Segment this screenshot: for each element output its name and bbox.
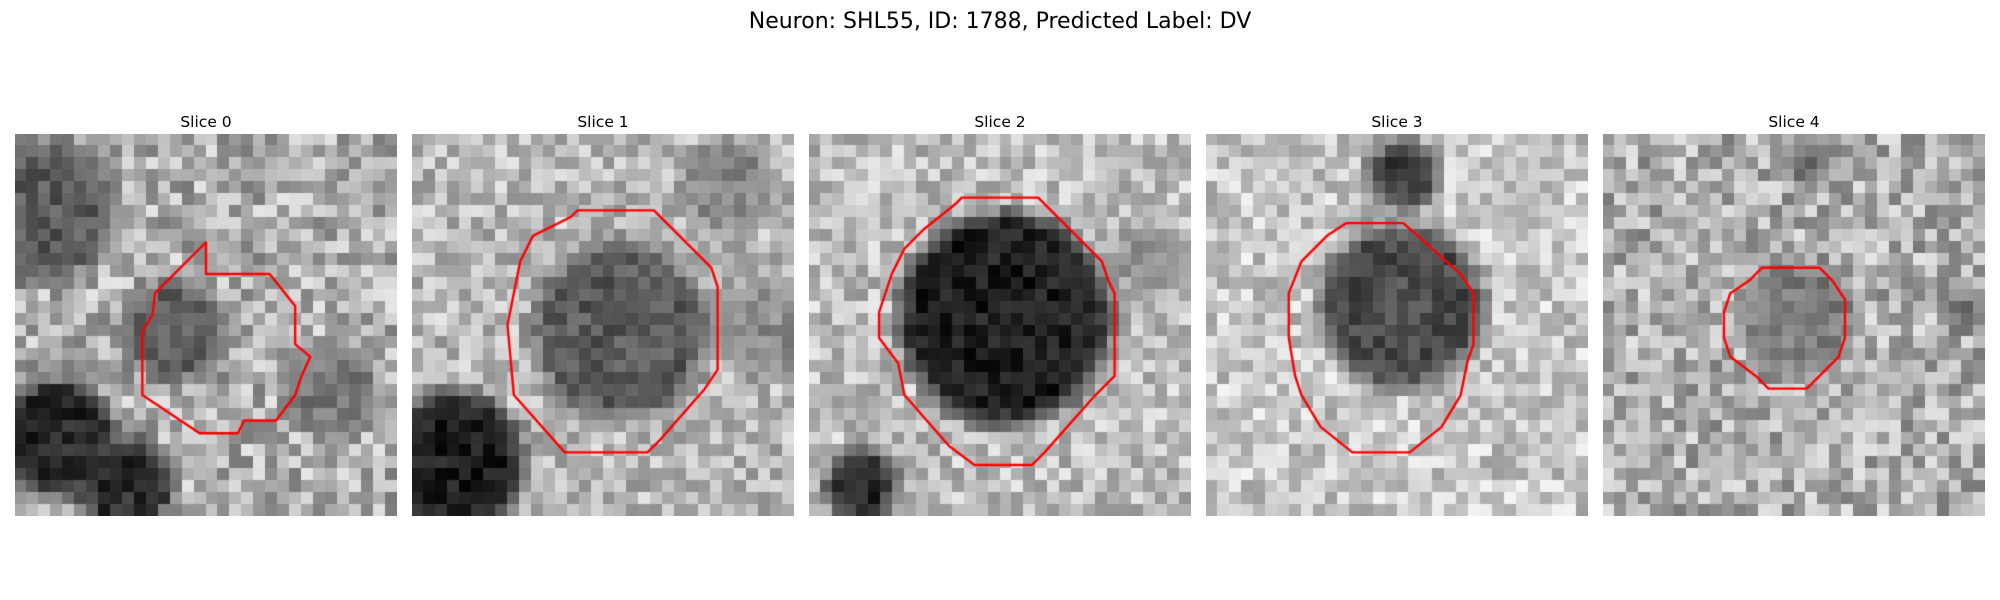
slice-panel-0: Slice 0	[15, 112, 397, 516]
figure-title: Neuron: SHL55, ID: 1788, Predicted Label…	[748, 9, 1252, 34]
slice-image	[412, 134, 794, 516]
slice-panel-1: Slice 1	[412, 112, 794, 516]
slice-panel-3: Slice 3	[1206, 112, 1588, 516]
slice-panel-2: Slice 2	[809, 112, 1191, 516]
slice-image	[15, 134, 397, 516]
slice-image	[1206, 134, 1588, 516]
slice-title: Slice 4	[1768, 113, 1820, 131]
slice-title: Slice 2	[974, 113, 1026, 131]
slice-panel-4: Slice 4	[1603, 112, 1985, 516]
slice-image	[809, 134, 1191, 516]
slice-image	[1603, 134, 1985, 516]
slice-title: Slice 3	[1371, 113, 1423, 131]
slice-title: Slice 1	[577, 113, 629, 131]
slice-title: Slice 0	[180, 113, 232, 131]
